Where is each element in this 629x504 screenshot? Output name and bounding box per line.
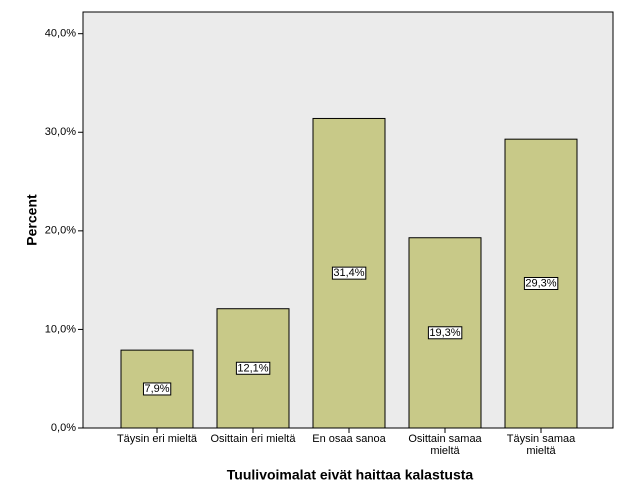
x-tick-label-box: Osittain eri mieltä — [210, 433, 296, 445]
y-axis-label: Percent — [24, 194, 40, 246]
value-label-box — [331, 266, 367, 280]
y-tick-label: 20,0% — [45, 225, 76, 237]
value-label-box — [142, 382, 172, 396]
y-tick-label: 0,0% — [51, 422, 76, 434]
y-tick-label: 10,0% — [45, 323, 76, 335]
value-label: 29,3% — [525, 277, 556, 289]
x-tick-label: Täysin eri mieltä — [116, 433, 198, 445]
value-label-box — [523, 276, 559, 290]
value-label-box — [427, 326, 463, 340]
x-tick-label-box: En osaa sanoa — [312, 433, 386, 445]
x-tick-label: Osittain eri mieltä — [210, 433, 296, 445]
x-tick-label-box: Täysin eri mieltä — [116, 433, 198, 445]
x-axis-label: Tuulivoimalat eivät haittaa kalastusta — [227, 467, 474, 483]
value-label: 31,4% — [333, 267, 364, 279]
y-tick-label: 40,0% — [45, 28, 76, 40]
x-tick-label: Osittain samaa mieltä — [408, 433, 482, 457]
x-tick-label: Täysin samaa mieltä — [506, 433, 576, 457]
value-label: 19,3% — [429, 327, 460, 339]
x-tick-label-box: Täysin samaa mieltä — [506, 433, 576, 457]
value-label: 12,1% — [237, 362, 268, 374]
x-tick-label: En osaa sanoa — [312, 433, 386, 445]
value-label: 7,9% — [144, 383, 169, 395]
x-tick-label-box: Osittain samaa mieltä — [408, 433, 482, 457]
y-tick-label: 30,0% — [45, 126, 76, 138]
value-label-box — [235, 361, 271, 375]
